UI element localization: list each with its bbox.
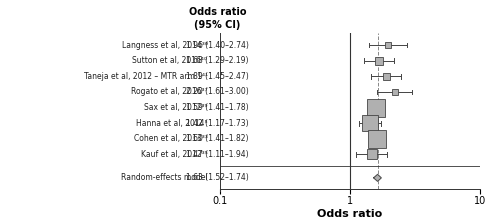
Text: Odds ratio: Odds ratio xyxy=(189,7,246,17)
Text: Sax et al, 2012³⁹: Sax et al, 2012³⁹ xyxy=(144,103,208,112)
Text: 1.42 (1.17–1.73): 1.42 (1.17–1.73) xyxy=(186,119,249,128)
Text: Taneja et al, 2012 – MTR arm 1⁴¹: Taneja et al, 2012 – MTR arm 1⁴¹ xyxy=(84,72,208,81)
Polygon shape xyxy=(374,174,382,181)
Text: Hanna et al, 2014⁵: Hanna et al, 2014⁵ xyxy=(136,119,208,128)
Text: 1.96 (1.40–2.74): 1.96 (1.40–2.74) xyxy=(186,41,249,49)
Text: 1.60 (1.41–1.82): 1.60 (1.41–1.82) xyxy=(186,134,249,143)
Text: Cohen et al, 2013³³: Cohen et al, 2013³³ xyxy=(134,134,208,143)
Text: 1.59 (1.41–1.78): 1.59 (1.41–1.78) xyxy=(186,103,249,112)
Text: (95% CI): (95% CI) xyxy=(194,20,240,30)
Text: Langness et al, 2014³⁶: Langness et al, 2014³⁶ xyxy=(122,41,208,49)
Text: 1.47 (1.11–1.94): 1.47 (1.11–1.94) xyxy=(186,150,249,159)
Text: 1.68 (1.29–2.19): 1.68 (1.29–2.19) xyxy=(186,56,249,65)
X-axis label: Odds ratio: Odds ratio xyxy=(318,209,382,217)
Text: Random-effects model: Random-effects model xyxy=(121,173,208,182)
Text: Sutton et al, 2016⁴⁰: Sutton et al, 2016⁴⁰ xyxy=(132,56,208,65)
Text: 1.63 (1.52–1.74): 1.63 (1.52–1.74) xyxy=(186,173,249,182)
Text: 2.20 (1.61–3.00): 2.20 (1.61–3.00) xyxy=(186,87,249,96)
Text: Rogato et al, 2016³⁷: Rogato et al, 2016³⁷ xyxy=(131,87,208,96)
Text: Kauf et al, 2012³⁵: Kauf et al, 2012³⁵ xyxy=(140,150,207,159)
Text: 1.89 (1.45–2.47): 1.89 (1.45–2.47) xyxy=(186,72,249,81)
